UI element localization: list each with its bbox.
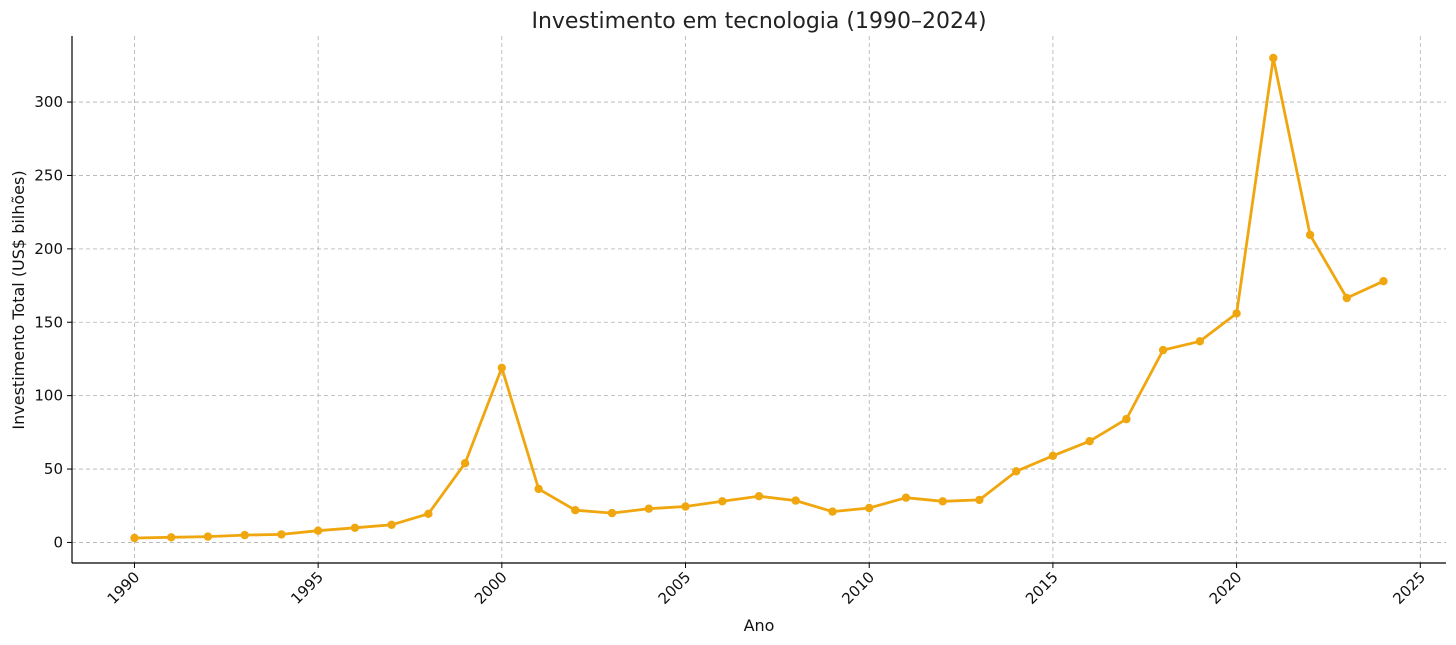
data-point	[828, 507, 837, 516]
data-point	[534, 484, 543, 494]
grid-lines	[72, 36, 1446, 563]
data-point	[460, 459, 470, 468]
x-tick-label: 1990	[104, 568, 144, 608]
data-point	[1305, 230, 1315, 240]
y-tick-label: 300	[34, 93, 63, 111]
chart-title: Investimento em tecnologia (1990–2024)	[531, 9, 986, 34]
data-point	[1048, 451, 1058, 460]
x-tick-label: 2015	[1022, 568, 1062, 608]
data-point	[1269, 53, 1278, 63]
data-point	[277, 530, 286, 539]
data-point	[130, 533, 139, 543]
data-point	[754, 492, 764, 501]
x-tick-label: 2025	[1389, 568, 1429, 608]
y-tick-label: 100	[34, 387, 63, 405]
data-point	[313, 526, 323, 535]
data-point	[350, 523, 360, 532]
data-point	[1379, 277, 1388, 286]
data-point	[865, 503, 874, 513]
x-axis-label: Ano	[744, 616, 775, 635]
x-tick-label: 2020	[1206, 568, 1246, 608]
series-layer	[130, 53, 1388, 543]
data-point	[1342, 293, 1352, 303]
x-tick-label: 2000	[471, 568, 511, 608]
series-line	[134, 56, 1385, 540]
data-point	[424, 509, 433, 518]
y-tick-label: 0	[53, 533, 63, 551]
data-point	[167, 533, 176, 542]
data-point	[203, 532, 213, 541]
data-point	[387, 520, 396, 529]
data-point	[681, 502, 690, 511]
data-point	[1232, 309, 1241, 318]
y-tick-label: 250	[34, 166, 63, 184]
axes	[71, 36, 1446, 564]
y-tick-label: 50	[44, 460, 63, 478]
y-tick-label: 200	[34, 240, 63, 258]
data-point	[791, 496, 800, 505]
data-point	[240, 530, 249, 540]
data-point	[718, 497, 727, 506]
data-point	[1122, 414, 1131, 424]
y-axis-label: Investimento Total (US$ bilhões)	[9, 170, 28, 429]
data-point	[1158, 345, 1168, 355]
x-tick-label: 2010	[838, 568, 878, 608]
data-point	[571, 506, 580, 515]
data-point	[975, 495, 984, 505]
data-point	[1085, 437, 1094, 446]
data-point	[1195, 337, 1205, 346]
data-point	[607, 508, 617, 518]
y-tick-label: 150	[34, 313, 63, 331]
data-point	[901, 493, 911, 502]
data-point	[1012, 467, 1021, 476]
data-point	[497, 363, 506, 372]
x-tick-label: 2005	[655, 568, 695, 608]
data-point	[938, 497, 947, 506]
data-point	[644, 504, 653, 513]
ticks: 1990 1995 2000 2005 2010 2015 2020 2025 0 50 100 15…	[34, 93, 1429, 608]
x-tick-label: 1995	[287, 568, 327, 608]
